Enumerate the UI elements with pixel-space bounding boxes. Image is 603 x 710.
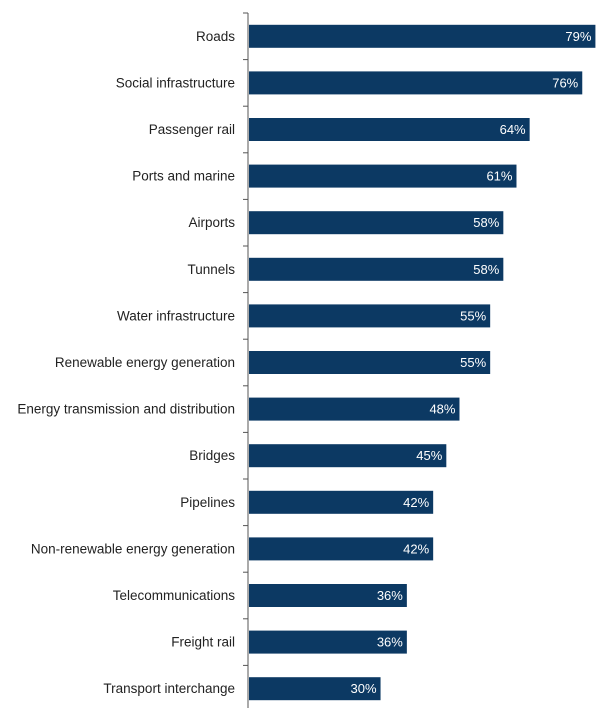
category-label: Freight rail — [171, 635, 235, 650]
data-label: 61% — [486, 169, 512, 184]
bar — [249, 118, 530, 141]
data-label: 42% — [403, 495, 429, 510]
bar — [249, 584, 407, 607]
data-label: 58% — [473, 215, 499, 230]
category-label: Pipelines — [180, 495, 235, 510]
data-label: 55% — [460, 308, 486, 323]
category-label: Bridges — [189, 448, 235, 463]
category-label: Airports — [188, 215, 235, 230]
category-label: Telecommunications — [113, 588, 236, 603]
data-label: 48% — [429, 402, 455, 417]
bar — [249, 397, 460, 421]
category-label: Renewable energy generation — [55, 355, 235, 370]
category-label: Non-renewable energy generation — [31, 541, 235, 556]
data-label: 45% — [416, 448, 442, 463]
bar — [249, 630, 407, 654]
y-axis — [243, 12, 249, 708]
data-label: 30% — [351, 681, 377, 696]
bar — [249, 490, 434, 514]
data-label: 36% — [377, 588, 403, 603]
bar — [249, 677, 381, 701]
category-label: Tunnels — [187, 262, 235, 277]
bar — [249, 71, 583, 95]
category-label: Ports and marine — [132, 169, 235, 184]
data-label: 42% — [403, 541, 429, 556]
bar — [249, 257, 504, 281]
category-label: Energy transmission and distribution — [17, 402, 235, 417]
bar — [249, 304, 491, 328]
data-label: 55% — [460, 355, 486, 370]
category-label: Roads — [196, 29, 235, 44]
bar — [249, 164, 517, 188]
category-labels: Roads Social infrastructure Passenger rail… — [17, 29, 235, 696]
category-label: Social infrastructure — [116, 75, 235, 90]
data-label: 76% — [552, 75, 578, 90]
bar — [249, 537, 434, 561]
data-label: 64% — [500, 122, 526, 137]
bar — [249, 351, 491, 374]
bars: 79% 76% 64% 61% 58% 58% 55% 55% 48% 45% 42% 42% 36% 3… — [249, 24, 596, 701]
category-label: Transport interchange — [103, 681, 235, 696]
category-label: Water infrastructure — [117, 308, 235, 323]
bar — [249, 444, 447, 468]
bar — [249, 24, 596, 48]
data-label: 58% — [473, 262, 499, 277]
data-label: 79% — [565, 29, 591, 44]
bar — [249, 211, 504, 235]
data-label: 36% — [377, 635, 403, 650]
category-label: Passenger rail — [149, 122, 235, 137]
